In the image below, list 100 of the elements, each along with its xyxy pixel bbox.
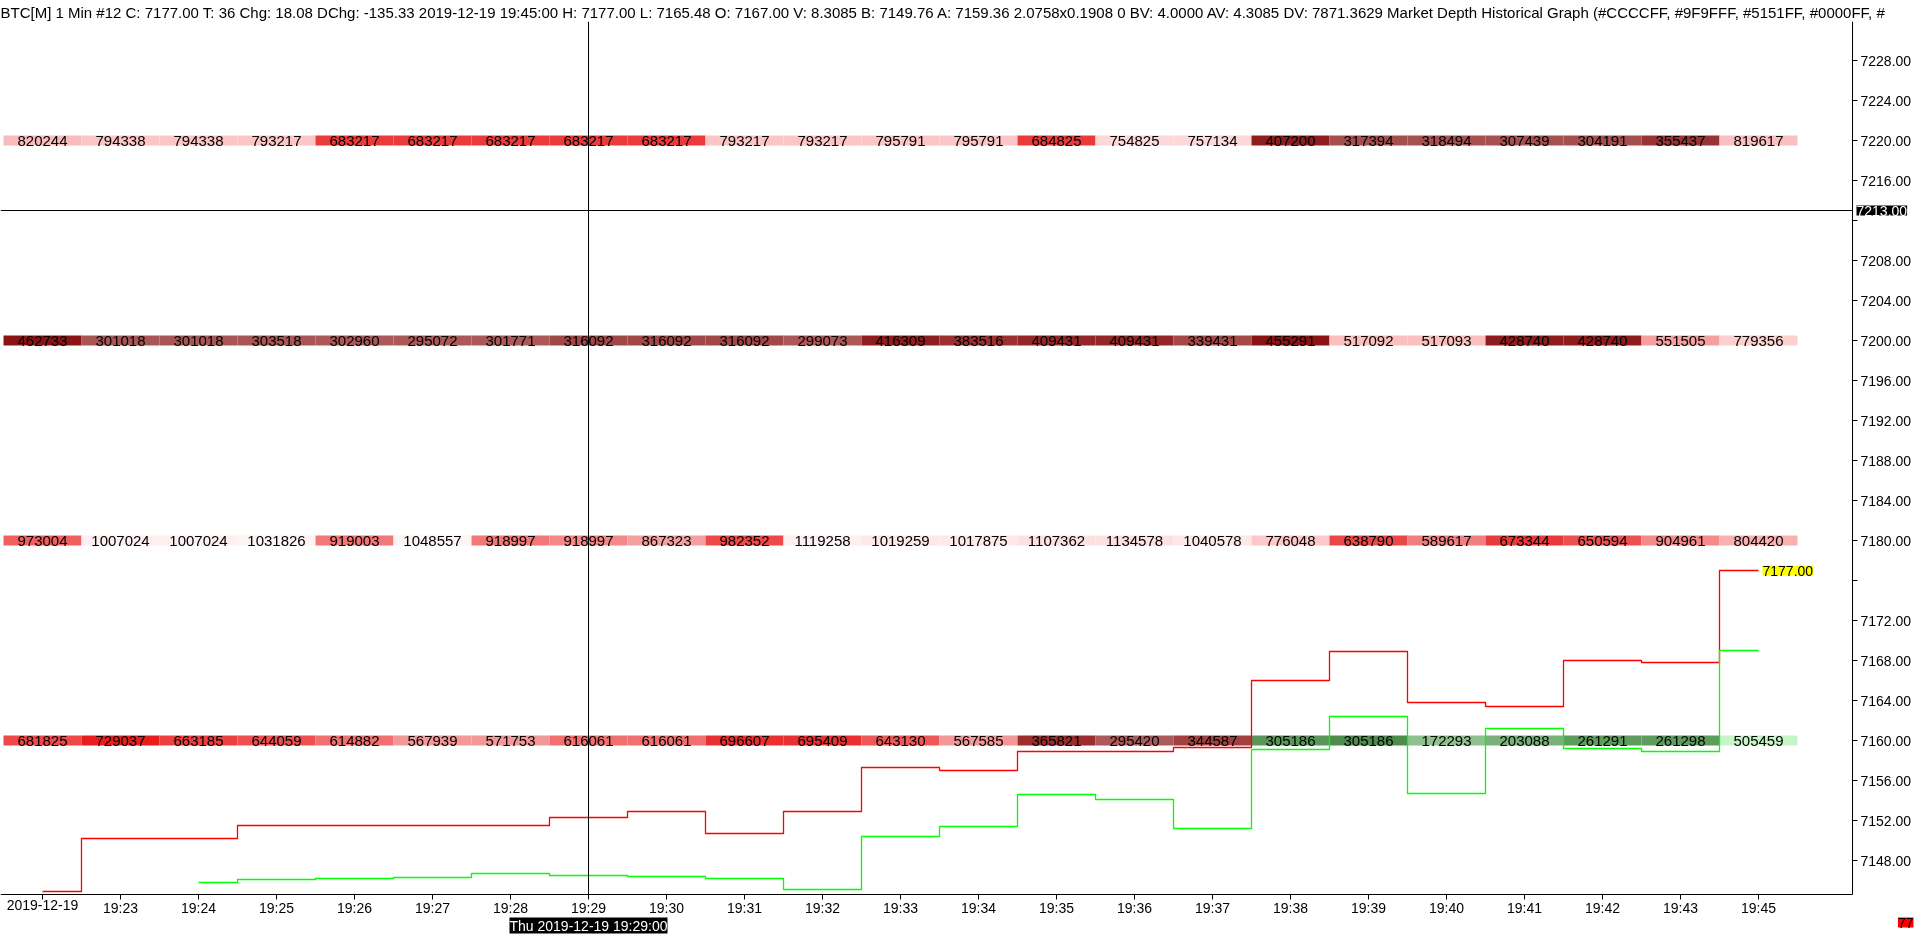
data-label: 567585 (953, 731, 1004, 749)
y-tick-label: 7216.00 (1860, 172, 1912, 189)
data-label: 638790 (1343, 531, 1394, 549)
data-label: 316092 (641, 331, 692, 349)
x-tick-label: 19:27 (414, 899, 451, 916)
data-label: 295420 (1109, 731, 1160, 749)
data-label: 571753 (485, 731, 536, 749)
data-label: 1017875 (949, 531, 1008, 549)
data-label: 757134 (1187, 131, 1238, 149)
data-label: 643130 (875, 731, 926, 749)
data-label: 1007024 (91, 531, 150, 549)
data-label: 383516 (953, 331, 1004, 349)
data-label: 355437 (1655, 131, 1706, 149)
y-tick-label: 7192.00 (1860, 412, 1912, 429)
data-label: 616061 (641, 731, 692, 749)
data-label: 695409 (797, 731, 848, 749)
x-tick-label: 19:42 (1584, 899, 1621, 916)
y-tick-label: 7200.00 (1860, 332, 1912, 349)
x-tick-label: 19:24 (180, 899, 217, 916)
data-label: 305186 (1265, 731, 1316, 749)
data-label: 1048557 (403, 531, 462, 549)
data-label: 517092 (1343, 331, 1394, 349)
data-label: 683217 (329, 131, 380, 149)
data-label: 365821 (1031, 731, 1082, 749)
x-tick-label: 19:31 (726, 899, 763, 916)
data-label: 517093 (1421, 331, 1472, 349)
data-label: 804420 (1733, 531, 1784, 549)
data-label: 344587 (1187, 731, 1238, 749)
data-label: 793217 (251, 131, 302, 149)
data-label: 304191 (1577, 131, 1628, 149)
data-label: 683217 (641, 131, 692, 149)
x-tick-label: 19:35 (1038, 899, 1075, 916)
data-label: 918997 (485, 531, 536, 549)
data-label: 302960 (329, 331, 380, 349)
data-label: 681825 (17, 731, 68, 749)
data-label: 307439 (1499, 131, 1550, 149)
data-label: 1031826 (247, 531, 306, 549)
data-label: 1019259 (871, 531, 930, 549)
x-tick-label: 19:40 (1428, 899, 1465, 916)
data-label: 795791 (875, 131, 926, 149)
data-label: 7177.00 (1762, 562, 1814, 579)
data-label: 973004 (17, 531, 68, 549)
data-label: 303518 (251, 331, 302, 349)
x-tick-label: 19:26 (336, 899, 373, 916)
data-label: 317394 (1343, 131, 1394, 149)
data-label: 416309 (875, 331, 926, 349)
data-label: 867323 (641, 531, 692, 549)
data-label: 663185 (173, 731, 224, 749)
data-label: 794338 (173, 131, 224, 149)
data-label: 409431 (1031, 331, 1082, 349)
data-label: 409431 (1109, 331, 1160, 349)
data-label: 904961 (1655, 531, 1706, 549)
y-tick-label: 7152.00 (1860, 812, 1912, 829)
text: 77 (1897, 914, 1914, 931)
data-label: 919003 (329, 531, 380, 549)
x-tick-label: 19:34 (960, 899, 997, 916)
x-tick-label: 19:38 (1272, 899, 1309, 916)
data-label: 567939 (407, 731, 458, 749)
x-tick-label: 19:43 (1662, 899, 1699, 916)
x-tick-label: 19:25 (258, 899, 295, 916)
data-label: 428740 (1499, 331, 1550, 349)
data-label: 407200 (1265, 131, 1316, 149)
data-label: 1119258 (794, 531, 851, 549)
data-label: 589617 (1421, 531, 1472, 549)
data-label: 650594 (1577, 531, 1628, 549)
data-label: 551505 (1655, 331, 1706, 349)
x-tick-label: 19:37 (1194, 899, 1231, 916)
data-label: 455291 (1265, 331, 1316, 349)
data-label: 462733 (17, 331, 68, 349)
x-tick-label: 19:33 (882, 899, 919, 916)
data-label: 1134578 (1105, 531, 1164, 549)
data-label: 316092 (719, 331, 770, 349)
x-tick-label: 19:32 (804, 899, 841, 916)
data-label: 696607 (719, 731, 770, 749)
y-tick-label: 7204.00 (1860, 292, 1912, 309)
x-tick-label: 19:45 (1740, 899, 1777, 916)
data-label: 683217 (485, 131, 536, 149)
y-tick-label: 7224.00 (1860, 92, 1912, 109)
data-label: 982352 (719, 531, 770, 549)
data-label: 339431 (1187, 331, 1238, 349)
y-tick-label: 7160.00 (1860, 732, 1912, 749)
data-label: 305186 (1343, 731, 1394, 749)
y-tick-label: 7168.00 (1860, 652, 1912, 669)
data-label: 673344 (1499, 531, 1550, 549)
data-label: 820244 (17, 131, 68, 149)
y-tick-label: 7188.00 (1860, 452, 1912, 469)
x-tick-label: 19:41 (1506, 899, 1543, 916)
data-label: 261291 (1577, 731, 1628, 749)
y-tick-label: 7156.00 (1860, 772, 1912, 789)
data-label: 793217 (797, 131, 848, 149)
x-tick-label: 19:30 (648, 899, 685, 916)
data-label: 754825 (1109, 131, 1160, 149)
data-label: 299073 (797, 331, 848, 349)
data-label: 301771 (485, 331, 536, 349)
data-label: 1107362 (1027, 531, 1086, 549)
data-label: 795791 (953, 131, 1004, 149)
data-label: 295072 (407, 331, 458, 349)
data-label: 729037 (95, 731, 146, 749)
data-label: 614882 (329, 731, 380, 749)
data-label: 793217 (719, 131, 770, 149)
